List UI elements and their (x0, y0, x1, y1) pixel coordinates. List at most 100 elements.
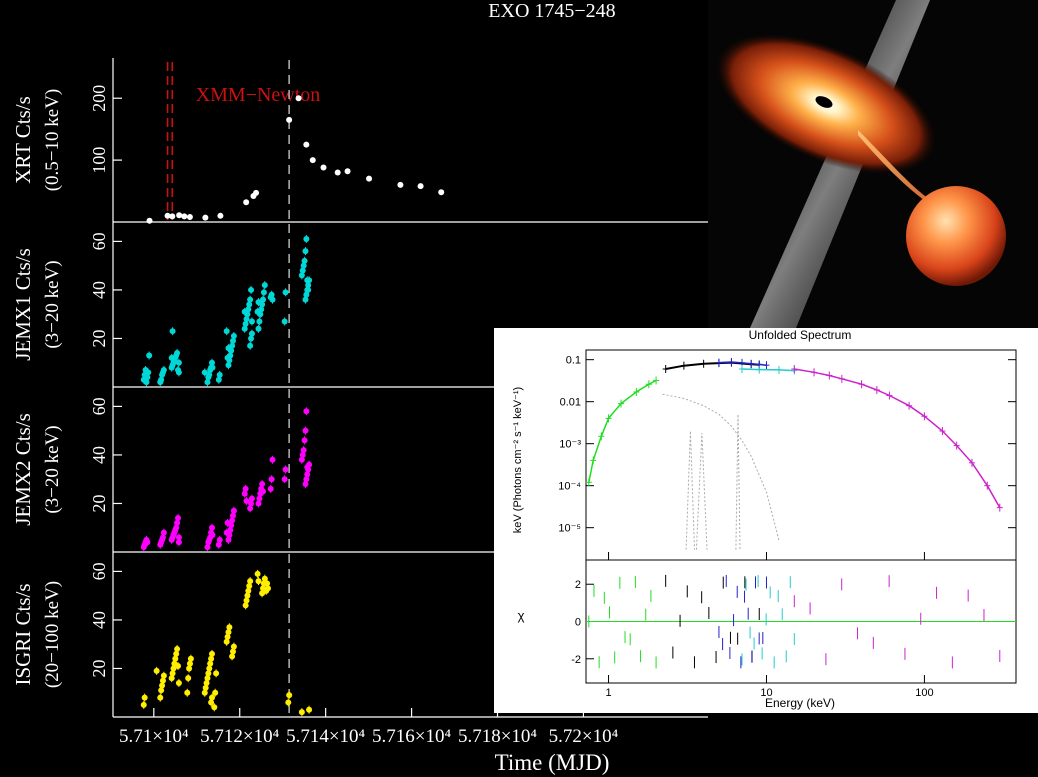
data-point (146, 217, 153, 224)
data-point (243, 199, 250, 206)
data-point (282, 289, 289, 296)
data-point (176, 212, 183, 219)
data-point (229, 337, 236, 344)
data-point (168, 354, 175, 361)
data-point (302, 248, 309, 255)
data-point (255, 578, 262, 585)
data-point (248, 318, 255, 325)
data-point (244, 592, 251, 599)
data-point (245, 587, 252, 594)
data-point (303, 408, 310, 415)
data-point (301, 437, 308, 444)
panel-ylabel: ISGRI Cts/s (11, 583, 35, 685)
data-point (260, 488, 267, 495)
y-tick-label: 40 (89, 446, 109, 464)
data-point (298, 709, 305, 716)
data-point (158, 376, 165, 383)
data-point (254, 308, 261, 315)
panel-ylabel: JEMX1 Cts/s (11, 248, 35, 361)
model-component-line (695, 432, 708, 550)
data-point (248, 500, 255, 507)
data-point (209, 364, 216, 371)
data-point (168, 675, 175, 682)
data-point (247, 578, 254, 585)
data-point (248, 330, 255, 337)
residual-y-tick-label: 0 (575, 617, 581, 629)
data-point (153, 667, 160, 674)
light-curve-title: EXO 1745−248 (488, 0, 615, 22)
data-point (213, 670, 220, 677)
x-tick-label: 5.712×10⁴ (200, 726, 279, 747)
data-point (255, 299, 262, 306)
data-point (299, 267, 306, 274)
data-point (160, 672, 167, 679)
data-point (230, 507, 237, 514)
panel-ylabel: XRT Cts/s (11, 96, 35, 184)
data-point (144, 374, 151, 381)
data-point (173, 650, 180, 657)
x-tick-label: 100 (915, 687, 933, 699)
x-tick-label: 5.718×10⁴ (458, 726, 537, 747)
data-point (224, 519, 231, 526)
data-point (158, 687, 165, 694)
spectrum-frame (585, 349, 1017, 561)
data-point (206, 371, 213, 378)
data-point (248, 335, 255, 342)
data-point (302, 296, 309, 303)
data-point (243, 498, 250, 505)
data-point (169, 213, 176, 220)
data-point (286, 692, 293, 699)
data-point (204, 675, 211, 682)
data-point (206, 665, 213, 672)
xmm-newton-label: XMM−Newton (196, 84, 321, 106)
data-point (224, 354, 231, 361)
data-point (241, 490, 248, 497)
data-point (174, 646, 181, 653)
data-point (159, 682, 166, 689)
data-point (309, 157, 316, 164)
data-point (248, 286, 255, 293)
panel-ylabel-band: (20−100 keV) (42, 581, 63, 688)
panel-ylabel-band: (3−20 keV) (42, 260, 63, 348)
data-point (255, 500, 262, 507)
spectrum-plot: Unfolded Spectrum Energy (keV) keV (Phot… (512, 328, 1017, 710)
data-point (269, 296, 276, 303)
data-point (304, 471, 311, 478)
data-point (269, 456, 276, 463)
residual-y-tick-label: -2 (571, 654, 581, 666)
data-point (241, 308, 248, 315)
data-point (255, 325, 262, 332)
data-point (229, 648, 236, 655)
x-tick-label: 10 (760, 687, 772, 699)
y-tick-label: 40 (89, 281, 109, 299)
data-point (202, 684, 209, 691)
data-point (242, 320, 249, 327)
data-point (300, 262, 307, 269)
data-point (145, 369, 152, 376)
data-point (160, 529, 167, 536)
y-tick-label: 60 (89, 232, 109, 250)
y-tick-label: 20 (89, 329, 109, 347)
data-point (201, 689, 208, 696)
x-tick-label: 5.714×10⁴ (286, 726, 365, 747)
data-point (344, 168, 351, 175)
data-point (247, 342, 254, 349)
panel-ylabel-band: (3−20 keV) (42, 425, 63, 513)
data-point (230, 643, 237, 650)
data-point (304, 464, 311, 471)
data-point (243, 316, 250, 323)
data-point (187, 655, 194, 662)
data-point (174, 350, 181, 357)
data-point (215, 541, 222, 548)
data-point (164, 212, 171, 219)
data-point (295, 95, 302, 102)
data-point (205, 670, 212, 677)
data-point (209, 532, 216, 539)
xmm-newton-annotation: XMM−Newton (166, 62, 321, 220)
data-point (397, 181, 404, 188)
data-point (208, 650, 215, 657)
data-point (267, 485, 274, 492)
data-point (201, 369, 208, 376)
data-point (140, 701, 147, 708)
